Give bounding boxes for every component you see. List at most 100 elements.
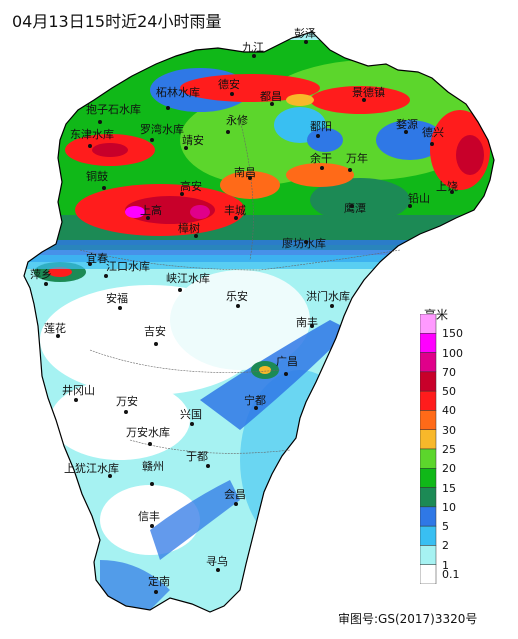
city-label: 安福 — [106, 291, 128, 305]
legend-label: 15 — [442, 481, 456, 495]
legend-label: 20 — [442, 462, 456, 476]
map-title: 04月13日15时近24小时雨量 — [12, 12, 222, 31]
city-dot — [88, 262, 92, 266]
city-label: 南昌 — [234, 166, 256, 179]
city-dot — [102, 186, 106, 190]
legend-swatch — [420, 468, 437, 488]
city-label: 东津水库 — [70, 128, 114, 141]
city-dot — [310, 324, 314, 328]
city-label: 峡江水库 — [166, 271, 210, 285]
city-label: 寻乌 — [206, 554, 228, 568]
city-label: 丰城 — [224, 204, 246, 217]
city-dot — [226, 130, 230, 134]
city-label: 永修 — [226, 113, 248, 127]
city-label: 彭泽 — [294, 26, 316, 40]
city-dot — [118, 306, 122, 310]
city-dot — [284, 372, 288, 376]
legend-swatch — [420, 487, 437, 508]
legend-label: 2 — [442, 539, 449, 553]
legend-swatch — [420, 506, 437, 527]
city-label: 上高 — [140, 203, 162, 217]
legend-label: 0.1 — [442, 568, 460, 582]
city-label: 洪门水库 — [306, 289, 350, 303]
city-dot — [216, 568, 220, 572]
city-dot — [98, 120, 102, 124]
city-dot — [150, 482, 154, 486]
city-label: 九江 — [242, 41, 264, 54]
city-dot — [206, 464, 210, 468]
legend-swatch — [420, 371, 437, 392]
city-label: 万安水库 — [126, 425, 170, 439]
city-dot — [56, 334, 60, 338]
legend-swatch — [420, 429, 437, 450]
city-label: 兴国 — [180, 408, 202, 421]
map-approval-number: 审图号:GS(2017)3320号 — [338, 612, 478, 626]
city-dot — [108, 474, 112, 478]
city-dot — [430, 142, 434, 146]
city-dot — [104, 274, 108, 278]
legend-label: 50 — [442, 385, 456, 399]
legend-swatch — [420, 314, 437, 334]
city-label: 德兴 — [422, 125, 444, 139]
city-dot — [194, 234, 198, 238]
city-dot — [330, 304, 334, 308]
city-label: 靖安 — [182, 133, 204, 147]
city-label: 信丰 — [138, 510, 160, 523]
city-dot — [190, 422, 194, 426]
legend-swatch — [420, 333, 437, 353]
city-label: 德安 — [218, 77, 240, 91]
city-label: 宁都 — [244, 393, 266, 407]
city-label: 井冈山 — [62, 383, 95, 397]
city-label: 婺源 — [396, 117, 418, 131]
city-dot — [450, 190, 454, 194]
city-label: 乐安 — [226, 289, 248, 303]
legend-swatch — [420, 545, 437, 565]
city-label: 高安 — [180, 179, 202, 193]
city-dot — [404, 130, 408, 134]
city-label: 广昌 — [276, 355, 298, 368]
city-label: 上犹江水库 — [64, 462, 119, 475]
city-label: 定南 — [148, 574, 170, 588]
city-dot — [252, 54, 256, 58]
city-label: 萍乡 — [30, 268, 52, 281]
city-label: 鄱阳 — [310, 120, 332, 133]
city-label: 宜春 — [86, 251, 108, 265]
legend-label: 150 — [442, 327, 463, 341]
city-dot — [150, 524, 154, 528]
city-dot — [146, 216, 150, 220]
city-label: 万安 — [116, 394, 138, 408]
city-dot — [180, 192, 184, 196]
legend-label: 1 — [442, 558, 449, 572]
rainfall-legend — [420, 314, 437, 584]
city-dot — [316, 134, 320, 138]
legend-swatch — [420, 448, 437, 469]
city-label: 抱子石水库 — [86, 102, 141, 116]
legend-label: 25 — [442, 443, 456, 456]
city-dot — [362, 98, 366, 102]
city-label: 都昌 — [260, 90, 282, 103]
city-label: 会昌 — [224, 488, 246, 501]
legend-swatch — [420, 390, 437, 411]
city-dot — [270, 102, 274, 106]
city-label: 莲花 — [44, 322, 66, 335]
city-label: 廖坊水库 — [282, 236, 326, 250]
city-label: 余干 — [310, 151, 332, 165]
legend-swatch — [420, 564, 437, 584]
city-dot — [230, 92, 234, 96]
city-label: 于都 — [186, 450, 208, 463]
city-dot — [124, 410, 128, 414]
city-label: 鹰潭 — [344, 201, 366, 215]
legend-label: 70 — [442, 365, 456, 379]
city-dot — [234, 216, 238, 220]
city-dot — [178, 288, 182, 292]
city-dot — [234, 502, 238, 506]
city-dot — [254, 406, 258, 410]
city-dot — [44, 282, 48, 286]
city-dot — [304, 40, 308, 44]
city-dot — [74, 398, 78, 402]
city-label: 南丰 — [296, 316, 318, 329]
city-label: 万年 — [346, 151, 368, 165]
city-dot — [166, 106, 170, 110]
city-dot — [236, 304, 240, 308]
